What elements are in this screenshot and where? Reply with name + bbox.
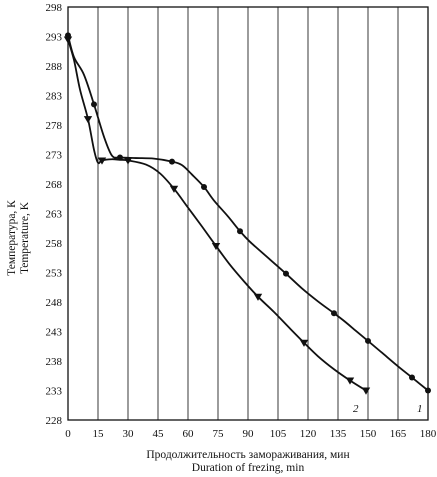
y-tick-label: 278 <box>46 120 63 132</box>
data-point-series-2 <box>97 157 107 165</box>
y-tick-label: 268 <box>46 179 63 191</box>
curve-label-1: 1 <box>417 403 423 415</box>
x-tick-label: 90 <box>243 428 255 440</box>
y-axis-label-en: Temperature, K <box>19 201 31 274</box>
data-point-series-2 <box>83 116 93 124</box>
plot-frame <box>67 6 429 421</box>
x-tick-label: 105 <box>270 428 287 440</box>
y-axis-label-ru: Температура, К <box>6 200 18 276</box>
x-tick-label: 0 <box>65 428 71 440</box>
data-point-series-1 <box>283 270 289 277</box>
markers <box>63 32 431 395</box>
y-tick-label: 288 <box>46 61 63 73</box>
series-line-2 <box>67 39 367 392</box>
y-tick-label: 273 <box>46 150 63 162</box>
y-tick-label: 283 <box>46 91 63 103</box>
y-tick-label: 233 <box>46 386 63 398</box>
y-tick-label: 263 <box>46 209 63 221</box>
y-tick-label: 293 <box>46 32 63 44</box>
data-point-series-1 <box>201 183 207 190</box>
x-tick-label: 60 <box>183 428 195 440</box>
x-tick-label: 15 <box>93 428 105 440</box>
data-point-series-2 <box>253 293 263 301</box>
data-point-series-1 <box>331 310 337 317</box>
y-tick-label: 258 <box>46 238 63 250</box>
y-tick-labels: 228 233 238 243 248 253 258 263 268 273 278 283 288 2… <box>46 2 63 427</box>
curve-label-2: 2 <box>353 403 359 415</box>
x-tick-label: 135 <box>330 428 347 440</box>
x-axis-label-ru: Продолжительность замораживания, мин <box>146 449 349 461</box>
data-point-series-2 <box>299 339 309 347</box>
data-point-series-1 <box>117 154 123 161</box>
x-tick-label: 30 <box>123 428 135 440</box>
y-tick-label: 243 <box>46 327 63 339</box>
y-tick-label: 248 <box>46 297 63 309</box>
y-tick-label: 228 <box>46 415 63 427</box>
data-point-series-2 <box>63 36 73 44</box>
x-tick-label: 165 <box>390 428 407 440</box>
data-point-series-1 <box>425 387 431 394</box>
series-line-1 <box>67 35 429 392</box>
y-tick-label: 238 <box>46 356 63 368</box>
x-tick-label: 120 <box>300 428 317 440</box>
y-tick-label: 298 <box>46 2 63 14</box>
grid <box>97 7 399 420</box>
x-axis-label-en: Duration of frezing, min <box>192 462 305 474</box>
data-point-series-1 <box>409 374 415 381</box>
data-point-series-2 <box>169 185 179 193</box>
data-point-series-2 <box>361 387 371 395</box>
x-tick-label: 180 <box>420 428 437 440</box>
data-point-series-1 <box>365 337 371 344</box>
data-point-series-2 <box>123 157 133 165</box>
data-point-series-1 <box>237 228 243 235</box>
x-tick-label: 45 <box>153 428 165 440</box>
data-point-series-1 <box>169 158 175 165</box>
data-point-series-2 <box>345 377 355 385</box>
data-point-series-1 <box>91 101 97 108</box>
x-tick-label: 75 <box>213 428 225 440</box>
y-tick-label: 253 <box>46 268 63 280</box>
data-point-series-2 <box>211 243 221 251</box>
x-tick-label: 150 <box>360 428 377 440</box>
x-tick-labels: 0 15 30 45 60 75 90 105 120 135 150 165 180 <box>65 428 437 440</box>
